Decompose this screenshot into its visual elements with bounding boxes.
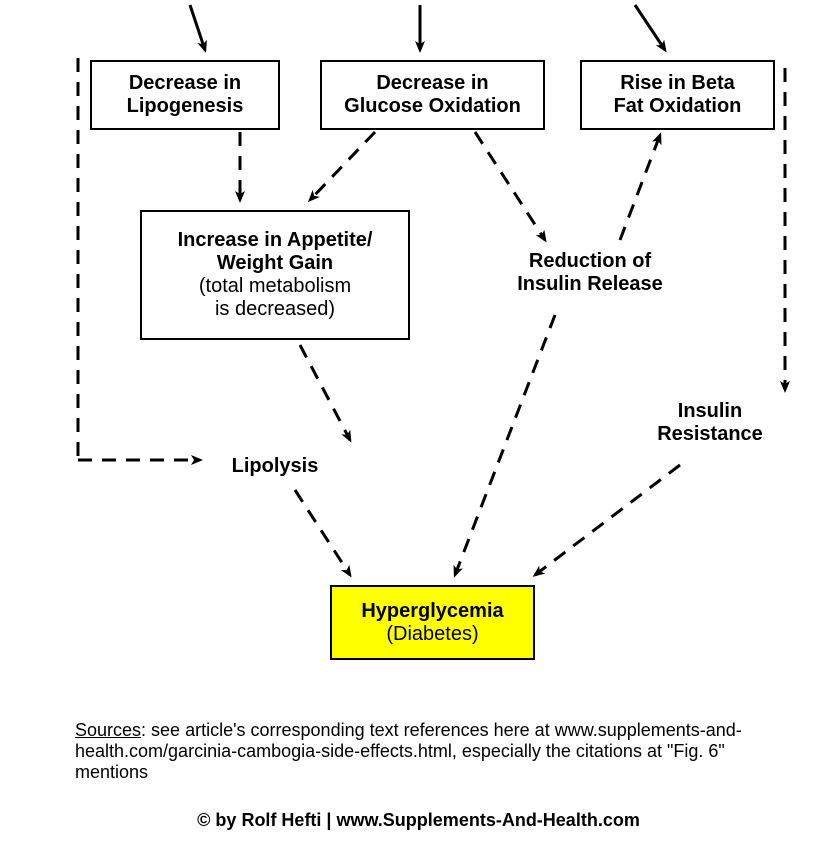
- node-text: (total metabolism: [199, 275, 351, 298]
- sources-text: Sources: see article's corresponding tex…: [75, 720, 775, 783]
- copyright-body: © by Rolf Hefti | www.Supplements-And-He…: [197, 810, 640, 830]
- node-decrease-lipogenesis: Decrease in Lipogenesis: [90, 60, 280, 130]
- node-text: Reduction of: [490, 250, 690, 273]
- node-text: Hyperglycemia: [361, 600, 503, 623]
- sources-body: : see article's corresponding text refer…: [75, 720, 742, 782]
- diagram-canvas: Decrease in Lipogenesis Decrease in Gluc…: [0, 0, 837, 861]
- node-rise-beta-fat-oxidation: Rise in Beta Fat Oxidation: [580, 60, 775, 130]
- node-text: Decrease in: [376, 72, 488, 95]
- sources-label: Sources: [75, 720, 141, 740]
- node-text: Fat Oxidation: [614, 95, 742, 118]
- node-text: Weight Gain: [217, 252, 333, 275]
- node-increase-appetite: Increase in Appetite/ Weight Gain (total…: [140, 210, 410, 340]
- node-text: Increase in Appetite/: [178, 229, 373, 252]
- node-text: Lipolysis: [210, 455, 340, 478]
- node-text: Insulin: [630, 400, 790, 423]
- copyright-text: © by Rolf Hefti | www.Supplements-And-He…: [0, 810, 837, 831]
- node-text: Glucose Oxidation: [344, 95, 521, 118]
- node-lipolysis: Lipolysis: [210, 455, 340, 478]
- node-text: Insulin Release: [490, 273, 690, 296]
- node-decrease-glucose-oxidation: Decrease in Glucose Oxidation: [320, 60, 545, 130]
- node-text: Resistance: [630, 423, 790, 446]
- node-text: Decrease in: [129, 72, 241, 95]
- node-reduction-insulin-release: Reduction of Insulin Release: [490, 250, 690, 296]
- node-text: is decreased): [215, 298, 335, 321]
- node-text: Rise in Beta: [620, 72, 734, 95]
- node-hyperglycemia: Hyperglycemia (Diabetes): [330, 585, 535, 660]
- node-text: (Diabetes): [386, 623, 478, 646]
- node-text: Lipogenesis: [127, 95, 244, 118]
- node-insulin-resistance: Insulin Resistance: [630, 400, 790, 446]
